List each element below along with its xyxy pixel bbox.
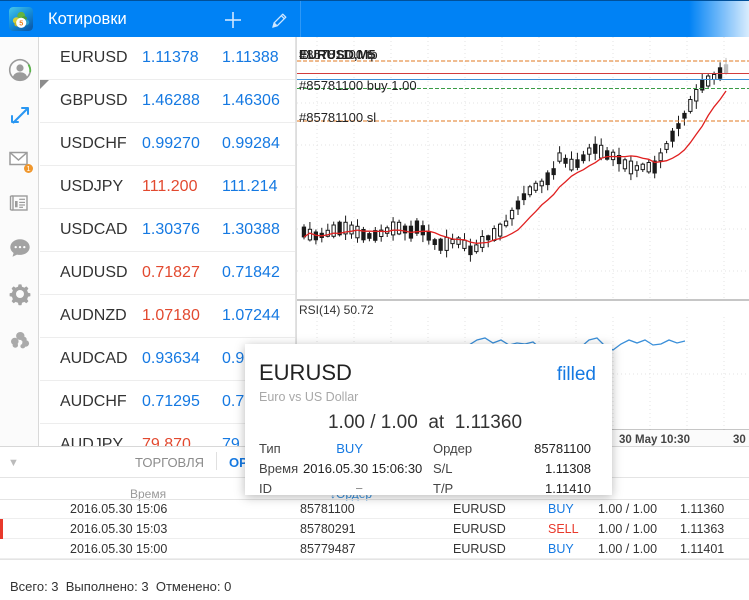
- svg-text:5: 5: [19, 19, 23, 28]
